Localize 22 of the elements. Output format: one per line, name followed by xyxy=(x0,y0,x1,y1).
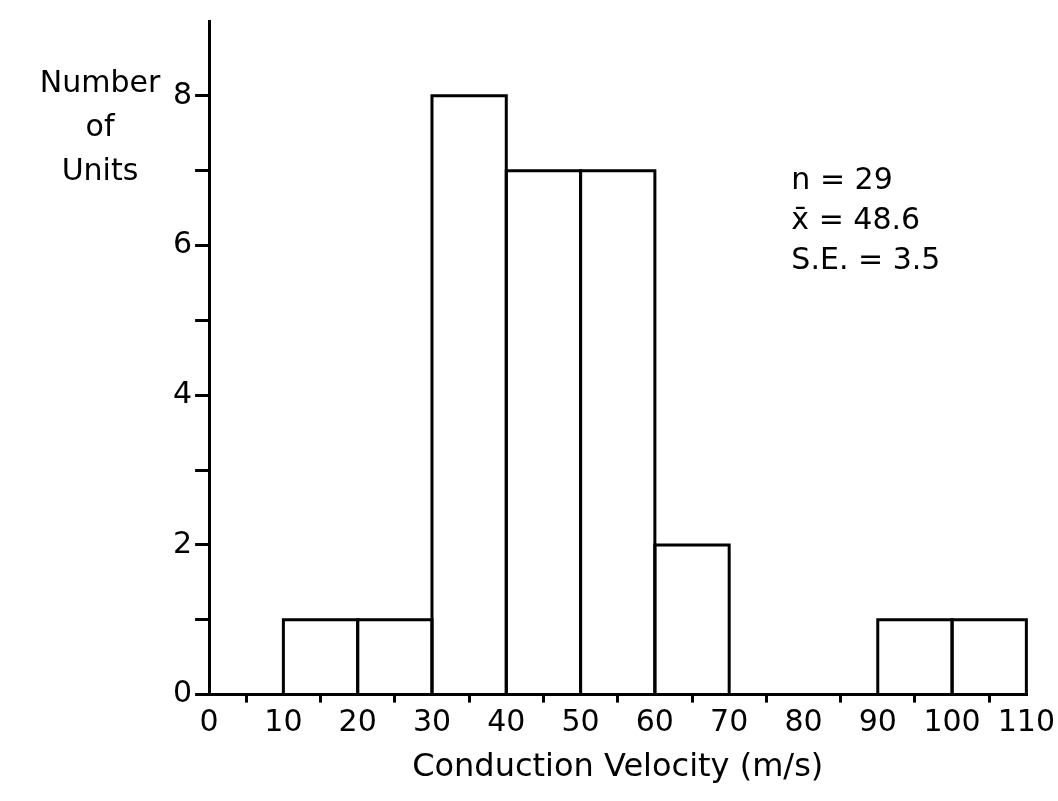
x-tick-label: 10 xyxy=(264,703,303,739)
x-axis-title: Conduction Velocity (m/s) xyxy=(412,746,824,785)
annotation: S.E. = 3.5 xyxy=(791,240,941,276)
x-tick-label: 110 xyxy=(997,703,1055,739)
x-tick-label: 40 xyxy=(487,703,526,739)
y-tick-label: 6 xyxy=(172,225,193,261)
x-tick-label: 50 xyxy=(561,703,600,739)
annotation: x̄ = 48.6 xyxy=(791,200,921,236)
annotation: n = 29 xyxy=(791,160,893,196)
y-tick-label: 4 xyxy=(172,375,193,411)
x-tick-label: 60 xyxy=(635,703,674,739)
y-tick-label: 0 xyxy=(172,674,193,710)
x-tick-label: 30 xyxy=(412,703,452,739)
x-tick-label: 90 xyxy=(858,703,897,739)
x-tick-label: 80 xyxy=(784,703,823,739)
x-tick-label: 20 xyxy=(338,703,377,739)
y-tick-label: 2 xyxy=(172,524,193,560)
x-tick-label: 0 xyxy=(199,703,219,739)
x-tick-label: 100 xyxy=(923,703,981,739)
y-axis-title: Number of Units xyxy=(39,64,161,187)
y-tick-label: 8 xyxy=(172,75,193,111)
x-tick-label: 70 xyxy=(710,703,749,739)
